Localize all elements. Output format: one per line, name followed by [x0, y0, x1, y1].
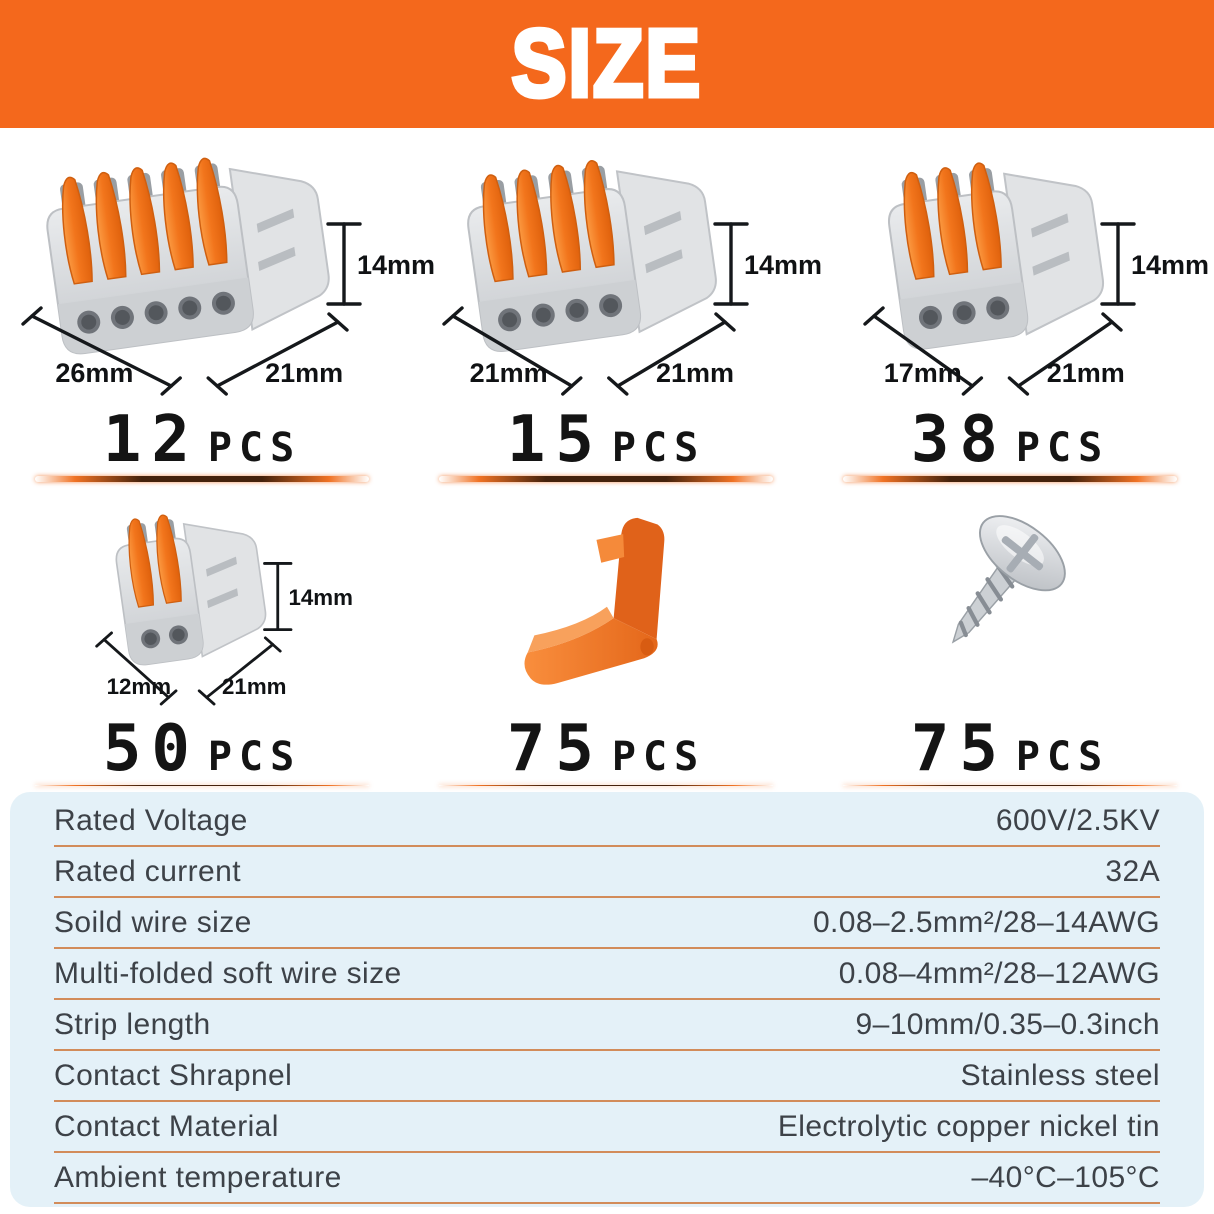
pcs-quantity: 38	[910, 403, 1008, 477]
connector-3-port-illustration: 17mm 21mm 14mm	[863, 162, 1209, 396]
product-item-screw: 75 PCS	[808, 488, 1212, 786]
pcs-underline	[35, 785, 369, 786]
dimension-height-label: 14mm	[744, 250, 822, 280]
spec-label: Contact Material	[54, 1109, 279, 1143]
pcs-quantity: 12	[102, 403, 200, 477]
screw-illustration	[951, 515, 1066, 644]
product-item-connector-2port: 12mm 21mm 14mm 50 PCS	[0, 488, 404, 786]
spec-value: 32A	[1105, 854, 1160, 888]
pcs-unit: PCS	[611, 425, 706, 471]
spec-label: Rated current	[54, 854, 241, 888]
pcs-count: 12 PCS	[103, 408, 301, 472]
pcs-unit: PCS	[207, 425, 302, 471]
pcs-count: 15 PCS	[507, 408, 705, 472]
product-item-connector-3port: 17mm 21mm 14mm 38 PCS	[808, 140, 1212, 488]
spec-row-contact-shrapnel: Contact Shrapnel Stainless steel	[54, 1051, 1160, 1102]
pcs-unit: PCS	[1015, 425, 1110, 471]
spec-row-contact-material: Contact Material Electrolytic copper nic…	[54, 1102, 1160, 1153]
pcs-underline	[843, 476, 1177, 482]
pcs-quantity: 75	[506, 711, 604, 786]
dimension-height-label: 14mm	[357, 250, 435, 280]
lever-clip-image	[415, 494, 797, 709]
screw-image	[819, 494, 1201, 709]
connector-4-port-illustration: 21mm 21mm 14mm	[442, 160, 822, 396]
dimension-height-label: 14mm	[1131, 250, 1209, 280]
spec-row-ambient-temperature: Ambient temperature –40°C–105°C	[54, 1153, 1160, 1204]
connector-2port-image: 12mm 21mm 14mm	[37, 494, 368, 709]
dimension-width-label: 26mm	[55, 358, 133, 388]
pcs-count: 75 PCS	[507, 717, 705, 781]
spec-row-solid-wire-size: Soild wire size 0.08–2.5mm²/28–14AWG	[54, 898, 1160, 949]
spec-label: Contact Shrapnel	[54, 1058, 293, 1092]
pcs-count: 38 PCS	[911, 408, 1109, 472]
connector-2-port-illustration: 12mm 21mm 14mm	[94, 514, 353, 706]
connector-3port-image: 17mm 21mm 14mm	[810, 140, 1210, 400]
connector-5-port-illustration: 26mm 21mm 14mm	[21, 157, 435, 396]
dimension-depth-label: 21mm	[222, 674, 287, 699]
page-title: SIZE	[510, 10, 703, 117]
spec-value: 0.08–2.5mm²/28–14AWG	[812, 905, 1160, 939]
pcs-underline	[439, 784, 773, 786]
pcs-quantity: 75	[910, 711, 1008, 786]
lever-clip-illustration	[524, 517, 665, 685]
connector-4port-image: 21mm 21mm 14mm	[406, 140, 822, 400]
dimension-depth-label: 21mm	[656, 358, 734, 388]
spec-value: –40°C–105°C	[971, 1160, 1160, 1194]
spec-label: Rated Voltage	[54, 803, 248, 837]
spec-row-soft-wire-size: Multi-folded soft wire size 0.08–4mm²/28…	[54, 949, 1160, 1000]
product-item-lever-clip: 75 PCS	[404, 488, 808, 786]
connector-5port-image: 26mm 21mm 14mm	[2, 140, 435, 400]
dimension-width-label: 12mm	[106, 674, 171, 699]
pcs-unit: PCS	[207, 734, 302, 780]
spec-label: Multi-folded soft wire size	[54, 956, 402, 990]
spec-row-strip-length: Strip length 9–10mm/0.35–0.3inch	[54, 1000, 1160, 1051]
product-item-connector-4port: 21mm 21mm 14mm 15 PCS	[404, 140, 822, 488]
spec-value: 600V/2.5KV	[995, 803, 1160, 837]
dimension-width-label: 21mm	[470, 358, 548, 388]
spec-label: Ambient temperature	[54, 1160, 342, 1194]
spec-row-rated-current: Rated current 32A	[54, 847, 1160, 898]
spec-value: 0.08–4mm²/28–12AWG	[838, 956, 1160, 990]
pcs-unit: PCS	[611, 733, 706, 780]
pcs-underline	[35, 476, 369, 482]
spec-value: Electrolytic copper nickel tin	[777, 1109, 1160, 1143]
pcs-quantity: 15	[506, 403, 604, 477]
pcs-quantity: 50	[102, 712, 200, 786]
spec-label: Strip length	[54, 1007, 211, 1041]
spec-row-rated-voltage: Rated Voltage 600V/2.5KV	[54, 796, 1160, 847]
spec-value: 9–10mm/0.35–0.3inch	[855, 1007, 1160, 1041]
pcs-underline	[439, 476, 773, 482]
dimension-width-label: 17mm	[884, 358, 962, 388]
product-item-connector-5port: 26mm 21mm 14mm 12 PCS	[0, 140, 435, 488]
pcs-count: 75 PCS	[911, 717, 1109, 781]
pcs-unit: PCS	[1015, 733, 1110, 780]
pcs-underline	[843, 784, 1177, 786]
spec-value: Stainless steel	[960, 1058, 1160, 1092]
spec-label: Soild wire size	[54, 905, 252, 939]
pcs-count: 50 PCS	[103, 717, 301, 781]
spec-table: Rated Voltage 600V/2.5KV Rated current 3…	[10, 792, 1204, 1207]
product-grid: 26mm 21mm 14mm 12 PCS 21m	[0, 128, 1214, 786]
size-header: SIZE	[0, 0, 1214, 128]
dimension-depth-label: 21mm	[265, 358, 343, 388]
dimension-depth-label: 21mm	[1047, 358, 1125, 388]
dimension-height-label: 14mm	[288, 585, 353, 610]
